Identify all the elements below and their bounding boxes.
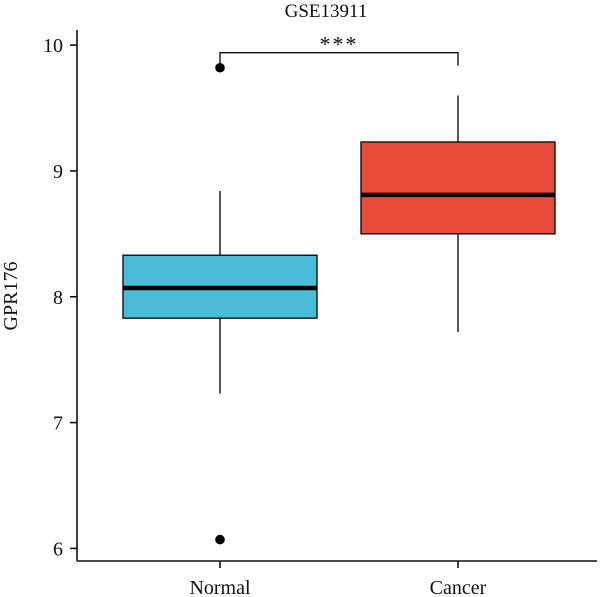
significance-label: ***	[320, 32, 359, 57]
y-tick-label: 7	[53, 413, 63, 435]
x-tick-label: Normal	[189, 577, 251, 597]
y-axis-label: GPR176	[0, 262, 22, 331]
box-group-normal	[122, 62, 318, 545]
box-group-cancer	[360, 95, 556, 332]
box-body	[360, 141, 556, 235]
outlier-point	[215, 62, 225, 73]
y-tick-label: 8	[53, 287, 63, 309]
x-tick-label: Cancer	[430, 577, 487, 597]
y-tick-label: 10	[43, 35, 63, 57]
y-tick-label: 6	[53, 538, 63, 560]
boxes	[122, 62, 556, 545]
chart-title: GSE13911	[285, 1, 368, 22]
significance-annotation: ***	[219, 32, 459, 66]
axes: 6 7 8 9 10 Normal Cancer	[43, 30, 597, 597]
outlier-point	[215, 534, 225, 545]
significance-bracket	[219, 51, 459, 66]
y-tick-label: 9	[53, 161, 63, 183]
